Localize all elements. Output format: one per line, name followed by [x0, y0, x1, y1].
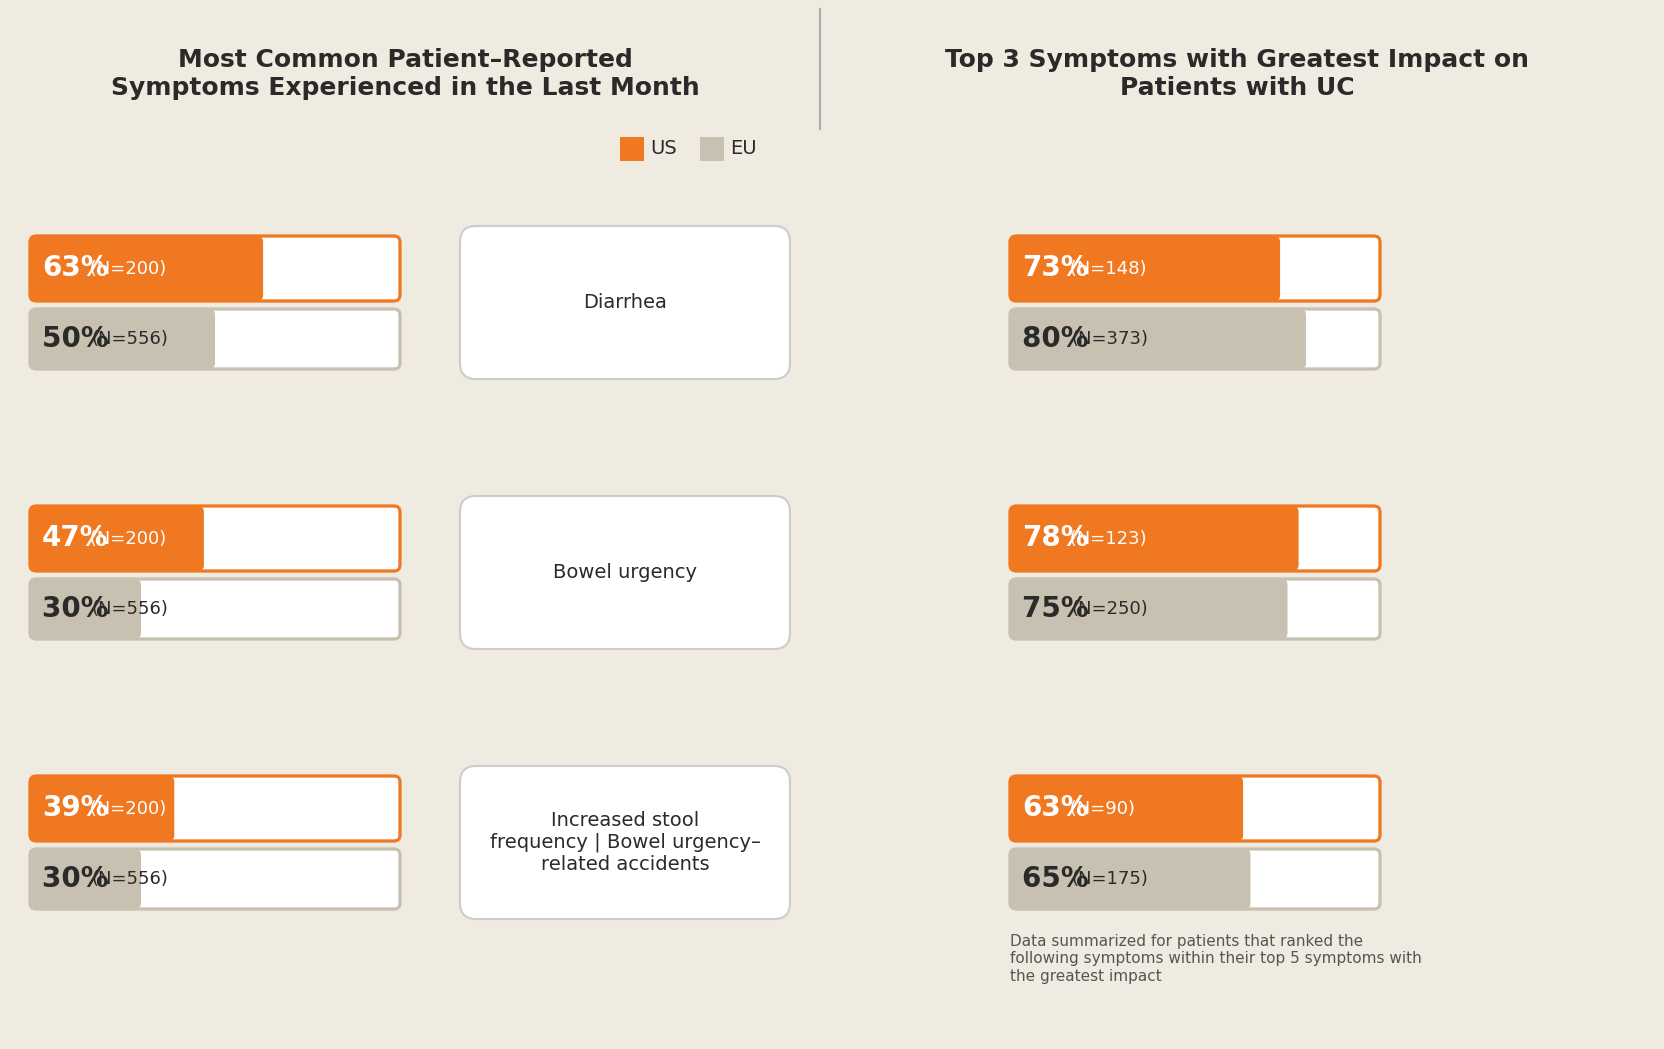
Text: 78%: 78% [1022, 524, 1088, 553]
FancyBboxPatch shape [1010, 309, 1379, 369]
Text: (N=90): (N=90) [1065, 799, 1135, 817]
Text: 47%: 47% [42, 524, 108, 553]
FancyBboxPatch shape [621, 137, 644, 160]
FancyBboxPatch shape [30, 506, 205, 571]
Text: (N=556): (N=556) [92, 870, 168, 889]
FancyBboxPatch shape [701, 137, 724, 160]
FancyBboxPatch shape [30, 579, 141, 639]
Text: EU: EU [730, 140, 757, 158]
Text: Diarrhea: Diarrhea [582, 293, 667, 312]
Text: Increased stool
frequency | Bowel urgency–
related accidents: Increased stool frequency | Bowel urgenc… [489, 811, 760, 874]
Text: (N=175): (N=175) [1072, 870, 1148, 889]
Text: US: US [651, 140, 677, 158]
Text: Bowel urgency: Bowel urgency [552, 563, 697, 582]
Text: (N=373): (N=373) [1072, 330, 1150, 348]
FancyBboxPatch shape [1010, 506, 1298, 571]
Text: 30%: 30% [42, 865, 118, 893]
FancyBboxPatch shape [830, 19, 1644, 129]
Text: (N=123): (N=123) [1065, 530, 1146, 548]
FancyBboxPatch shape [459, 496, 790, 649]
FancyBboxPatch shape [459, 766, 790, 919]
FancyBboxPatch shape [1010, 236, 1379, 301]
FancyBboxPatch shape [30, 776, 399, 841]
Text: 80%: 80% [1022, 325, 1098, 354]
Text: 50%: 50% [42, 325, 118, 354]
FancyBboxPatch shape [1010, 776, 1243, 841]
FancyBboxPatch shape [30, 849, 141, 909]
Text: (N=200): (N=200) [85, 259, 166, 278]
Text: (N=250): (N=250) [1072, 600, 1148, 618]
FancyBboxPatch shape [1010, 579, 1379, 639]
Text: Most Common Patient–Reported
Symptoms Experienced in the Last Month: Most Common Patient–Reported Symptoms Ex… [110, 48, 699, 100]
Text: Top 3 Symptoms with Greatest Impact on
Patients with UC: Top 3 Symptoms with Greatest Impact on P… [945, 48, 1529, 100]
Text: (N=200): (N=200) [85, 799, 166, 817]
Text: 65%: 65% [1022, 865, 1098, 893]
FancyBboxPatch shape [20, 19, 790, 129]
FancyBboxPatch shape [30, 579, 399, 639]
Text: 73%: 73% [1022, 255, 1088, 282]
FancyBboxPatch shape [30, 776, 175, 841]
FancyBboxPatch shape [1010, 849, 1251, 909]
Text: Data summarized for patients that ranked the
following symptoms within their top: Data summarized for patients that ranked… [1010, 934, 1421, 984]
Text: (N=148): (N=148) [1065, 259, 1146, 278]
FancyBboxPatch shape [1010, 776, 1379, 841]
FancyBboxPatch shape [30, 236, 263, 301]
FancyBboxPatch shape [30, 309, 215, 369]
FancyBboxPatch shape [1010, 849, 1379, 909]
FancyBboxPatch shape [30, 309, 399, 369]
FancyBboxPatch shape [1010, 236, 1280, 301]
FancyBboxPatch shape [459, 226, 790, 379]
Text: (N=200): (N=200) [85, 530, 166, 548]
Text: 75%: 75% [1022, 595, 1098, 623]
FancyBboxPatch shape [30, 236, 399, 301]
FancyBboxPatch shape [1010, 506, 1379, 571]
Text: 39%: 39% [42, 794, 108, 822]
Text: (N=556): (N=556) [92, 330, 168, 348]
FancyBboxPatch shape [30, 506, 399, 571]
Text: 63%: 63% [1022, 794, 1088, 822]
Text: 63%: 63% [42, 255, 108, 282]
FancyBboxPatch shape [1010, 309, 1306, 369]
FancyBboxPatch shape [1010, 579, 1288, 639]
FancyBboxPatch shape [30, 849, 399, 909]
Text: 30%: 30% [42, 595, 118, 623]
Text: (N=556): (N=556) [92, 600, 168, 618]
